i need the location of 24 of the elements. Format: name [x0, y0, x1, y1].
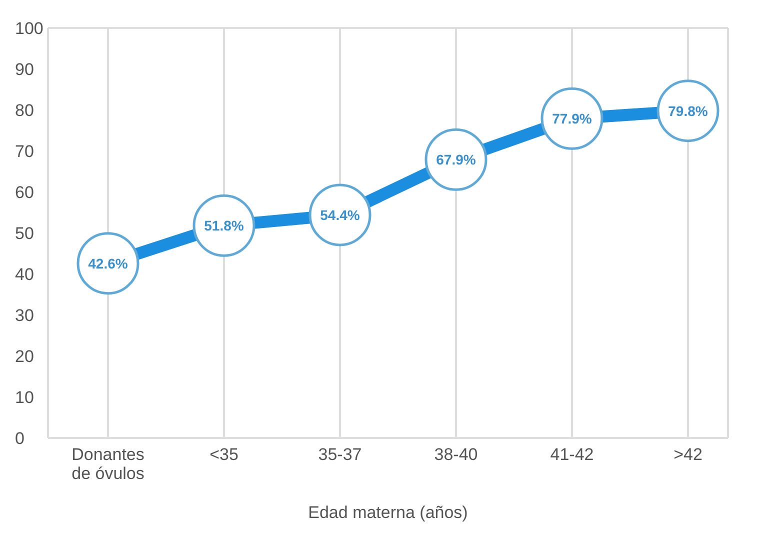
x-tick-label: >42 [674, 445, 702, 464]
y-tick-label: 70 [15, 142, 34, 162]
y-tick-label: 80 [15, 101, 34, 120]
y-tick-label: 40 [15, 265, 34, 284]
x-tick-label: Donantes de óvulos [72, 445, 144, 483]
y-tick-label: 10 [15, 388, 34, 408]
y-tick-label: 0 [15, 429, 24, 448]
y-tick-label: 90 [15, 60, 34, 80]
data-label: 42.6% [88, 255, 128, 272]
y-tick-label: 30 [15, 306, 34, 326]
x-tick-label: 38-40 [434, 445, 478, 464]
y-tick-label: 60 [15, 183, 34, 202]
x-tick-label: <35 [210, 445, 238, 464]
y-tick-label: 100 [15, 19, 44, 38]
data-label: 51.8% [204, 218, 244, 234]
data-label: 67.9% [436, 152, 476, 168]
x-tick-label: 41-42 [550, 445, 594, 464]
data-label: 77.9% [552, 110, 592, 127]
x-tick-label: 35-37 [318, 445, 362, 464]
data-label: 79.8% [668, 102, 708, 119]
x-axis-title: Edad materna (años) [308, 503, 468, 522]
y-tick-label: 50 [15, 224, 34, 244]
y-tick-label: 20 [15, 347, 34, 366]
data-label: 54.4% [320, 206, 360, 223]
